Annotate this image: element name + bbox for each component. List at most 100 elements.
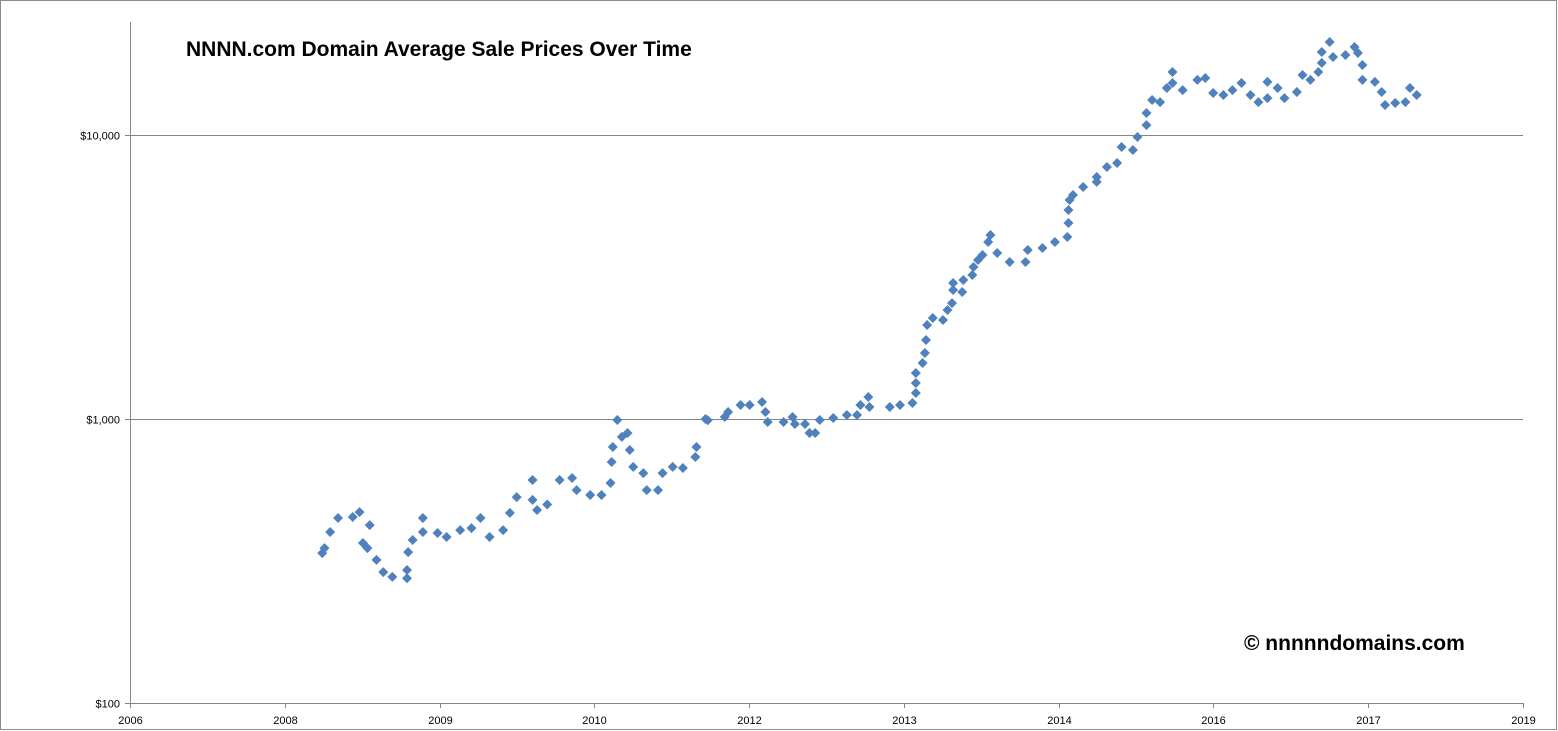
data-point — [653, 485, 664, 496]
data-point — [606, 456, 617, 467]
data-point — [1357, 60, 1368, 71]
data-point — [417, 513, 428, 524]
data-point — [1141, 120, 1152, 131]
data-point — [1037, 243, 1048, 254]
data-point — [1022, 244, 1033, 255]
data-point — [596, 490, 607, 501]
data-point — [922, 319, 933, 330]
data-point — [910, 378, 921, 389]
data-point — [1161, 82, 1172, 93]
data-point — [894, 400, 905, 411]
data-point — [504, 507, 515, 518]
data-point — [607, 441, 618, 452]
data-point — [532, 505, 543, 516]
data-point — [527, 474, 538, 485]
data-point — [1116, 141, 1127, 152]
data-point — [1227, 85, 1238, 96]
data-point — [927, 312, 938, 323]
data-points — [317, 37, 1422, 584]
data-point — [910, 368, 921, 379]
data-point — [1328, 52, 1339, 63]
data-point — [325, 527, 336, 538]
x-tick-label: 2006 — [118, 715, 142, 727]
data-point — [828, 413, 839, 424]
data-point — [992, 247, 1003, 258]
data-point — [778, 417, 789, 428]
data-point — [1245, 90, 1256, 101]
data-point — [957, 287, 968, 298]
data-point — [1167, 66, 1178, 77]
data-point — [407, 534, 418, 545]
data-point — [455, 525, 466, 536]
data-point — [333, 513, 344, 524]
data-point — [937, 314, 948, 325]
data-point — [498, 525, 509, 536]
data-point — [1004, 256, 1015, 267]
data-point — [1200, 73, 1211, 84]
data-point — [347, 511, 358, 522]
data-point — [948, 277, 959, 288]
data-point — [789, 419, 800, 430]
x-tick-label: 2008 — [273, 715, 297, 727]
data-point — [1352, 47, 1363, 58]
data-point — [1147, 95, 1158, 106]
data-point — [402, 573, 413, 584]
data-point — [527, 494, 538, 505]
data-point — [942, 305, 953, 316]
y-tick-label: $100 — [96, 699, 120, 711]
data-point — [667, 461, 678, 472]
data-point — [554, 474, 565, 485]
x-tick-label: 2013 — [892, 715, 916, 727]
data-point — [691, 441, 702, 452]
data-point — [319, 543, 330, 554]
data-point — [1101, 161, 1112, 172]
data-point — [760, 407, 771, 418]
data-point — [1305, 74, 1316, 85]
data-point — [921, 335, 931, 346]
data-point — [1411, 90, 1422, 101]
data-point — [1262, 76, 1273, 87]
data-point — [1062, 231, 1073, 242]
data-point — [475, 513, 486, 524]
data-point — [864, 402, 875, 413]
data-point — [919, 347, 930, 358]
data-point — [757, 396, 768, 407]
data-point — [403, 547, 414, 558]
data-point — [958, 275, 969, 286]
data-point — [362, 543, 373, 554]
data-point — [1316, 47, 1327, 58]
data-point — [466, 523, 477, 534]
data-point — [605, 478, 616, 489]
data-point — [1141, 108, 1152, 119]
data-point — [1404, 82, 1415, 93]
x-tick-label: 2017 — [1356, 715, 1380, 727]
data-point — [585, 490, 596, 501]
data-point — [744, 400, 755, 411]
data-point — [702, 415, 713, 426]
data-point — [917, 357, 928, 368]
data-point — [1297, 70, 1308, 81]
data-point — [910, 387, 921, 398]
data-point — [863, 392, 874, 403]
data-point — [364, 520, 375, 531]
data-point — [1192, 74, 1203, 85]
x-tick-label: 2009 — [428, 715, 452, 727]
data-point — [1218, 90, 1229, 101]
x-tick-label: 2014 — [1047, 715, 1071, 727]
data-point — [1177, 85, 1188, 96]
data-point — [441, 532, 452, 543]
x-tick-labels: 2006 2008 2009 2010 2012 2013 2014 2016 2017 2019 — [118, 715, 1535, 727]
data-point — [417, 527, 428, 538]
data-point — [1262, 93, 1273, 104]
data-point — [1324, 37, 1335, 48]
data-point — [354, 507, 365, 518]
x-tick-label: 2010 — [582, 715, 606, 727]
x-tick-label: 2012 — [737, 715, 761, 727]
data-point — [387, 571, 398, 582]
data-point — [1078, 181, 1089, 192]
data-point — [814, 414, 825, 425]
data-point — [612, 414, 623, 425]
data-point — [1390, 97, 1401, 108]
data-point — [1091, 176, 1102, 187]
